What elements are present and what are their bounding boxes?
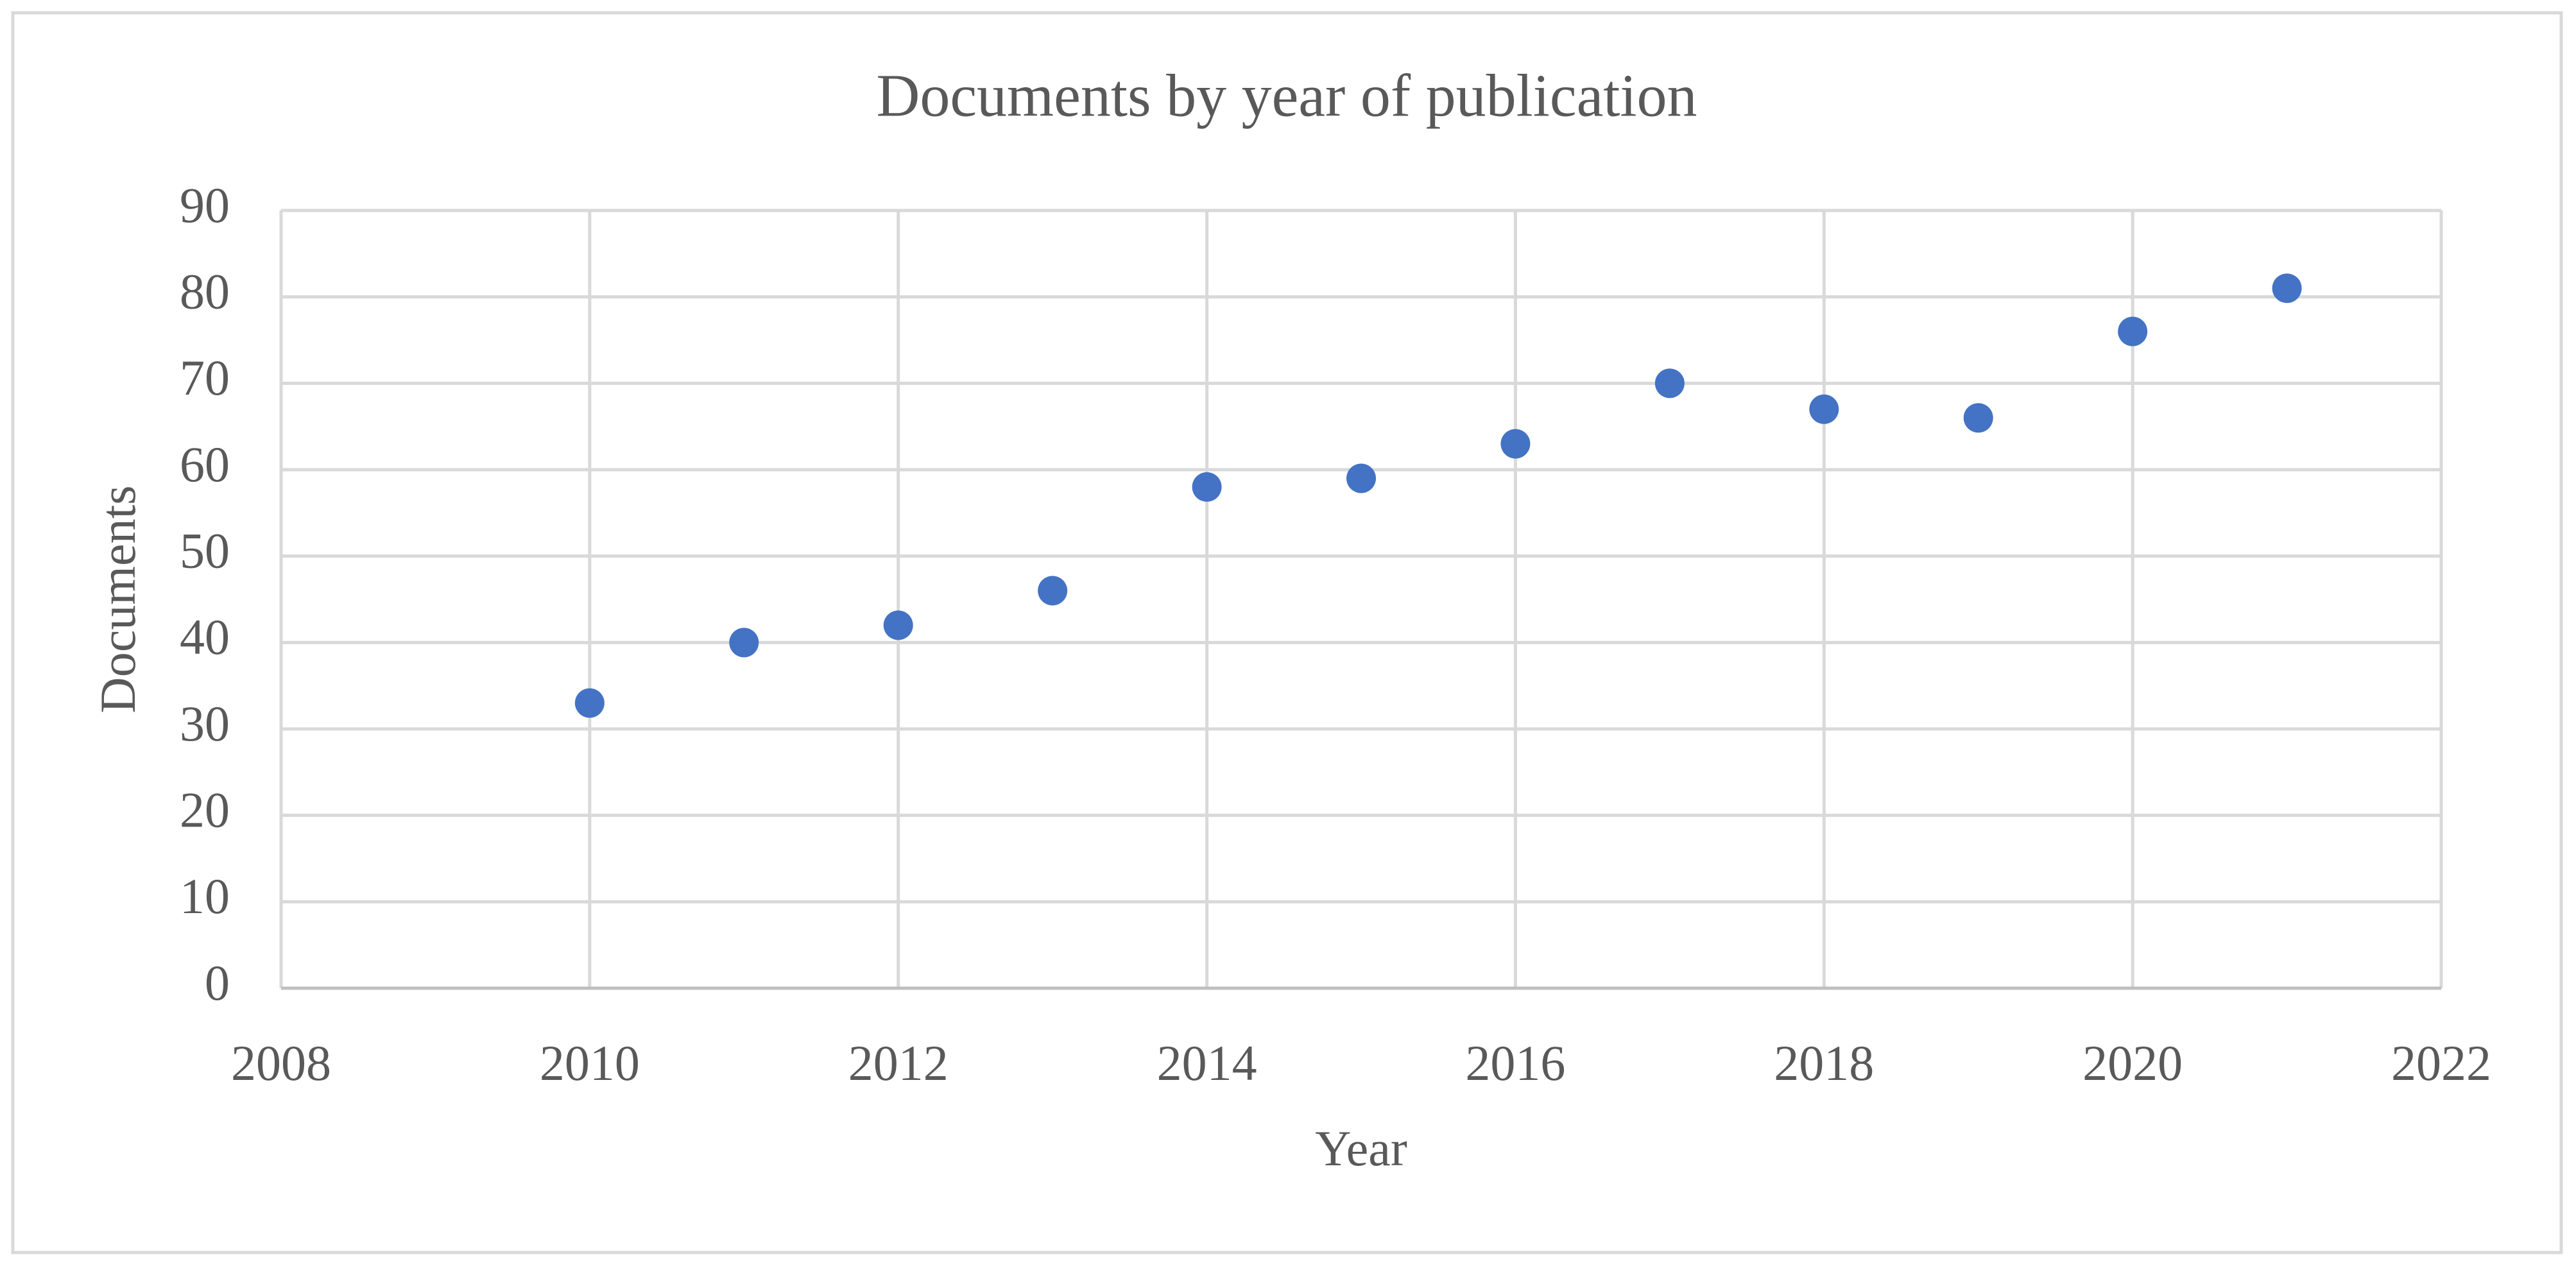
x-tick-label: 2020	[2082, 1035, 2183, 1091]
y-tick-label: 30	[180, 696, 230, 751]
x-axis-title: Year	[1315, 1120, 1407, 1176]
data-point	[2118, 316, 2148, 347]
x-tick-label: 2014	[1157, 1035, 1257, 1091]
y-tick-label: 90	[180, 177, 230, 233]
data-point	[729, 628, 759, 658]
data-point	[1346, 463, 1376, 493]
chart-title: Documents by year of publication	[876, 63, 1697, 130]
data-point	[1038, 576, 1068, 606]
data-point	[1809, 394, 1839, 424]
data-point	[2272, 273, 2302, 304]
data-point	[883, 610, 913, 640]
chart-border	[11, 11, 2563, 1254]
data-point	[1192, 472, 1222, 502]
y-tick-label: 10	[180, 868, 230, 924]
x-tick-label: 2018	[1774, 1035, 1874, 1091]
y-axis-title: Documents	[90, 485, 146, 713]
x-tick-label: 2022	[2391, 1035, 2491, 1091]
y-tick-label: 50	[180, 523, 230, 579]
x-tick-label: 2016	[1465, 1035, 1565, 1091]
y-tick-label: 20	[180, 782, 230, 838]
y-tick-label: 60	[180, 436, 230, 492]
y-tick-label: 0	[205, 955, 230, 1011]
data-point	[574, 688, 605, 718]
y-tick-label: 40	[180, 609, 230, 665]
x-tick-label: 2008	[231, 1035, 331, 1091]
y-tick-label: 80	[180, 264, 230, 320]
data-point	[1500, 429, 1531, 459]
y-tick-label: 70	[180, 350, 230, 406]
data-point	[1654, 368, 1685, 398]
x-tick-label: 2010	[540, 1035, 640, 1091]
data-point	[1963, 403, 1993, 433]
x-tick-label: 2012	[848, 1035, 949, 1091]
